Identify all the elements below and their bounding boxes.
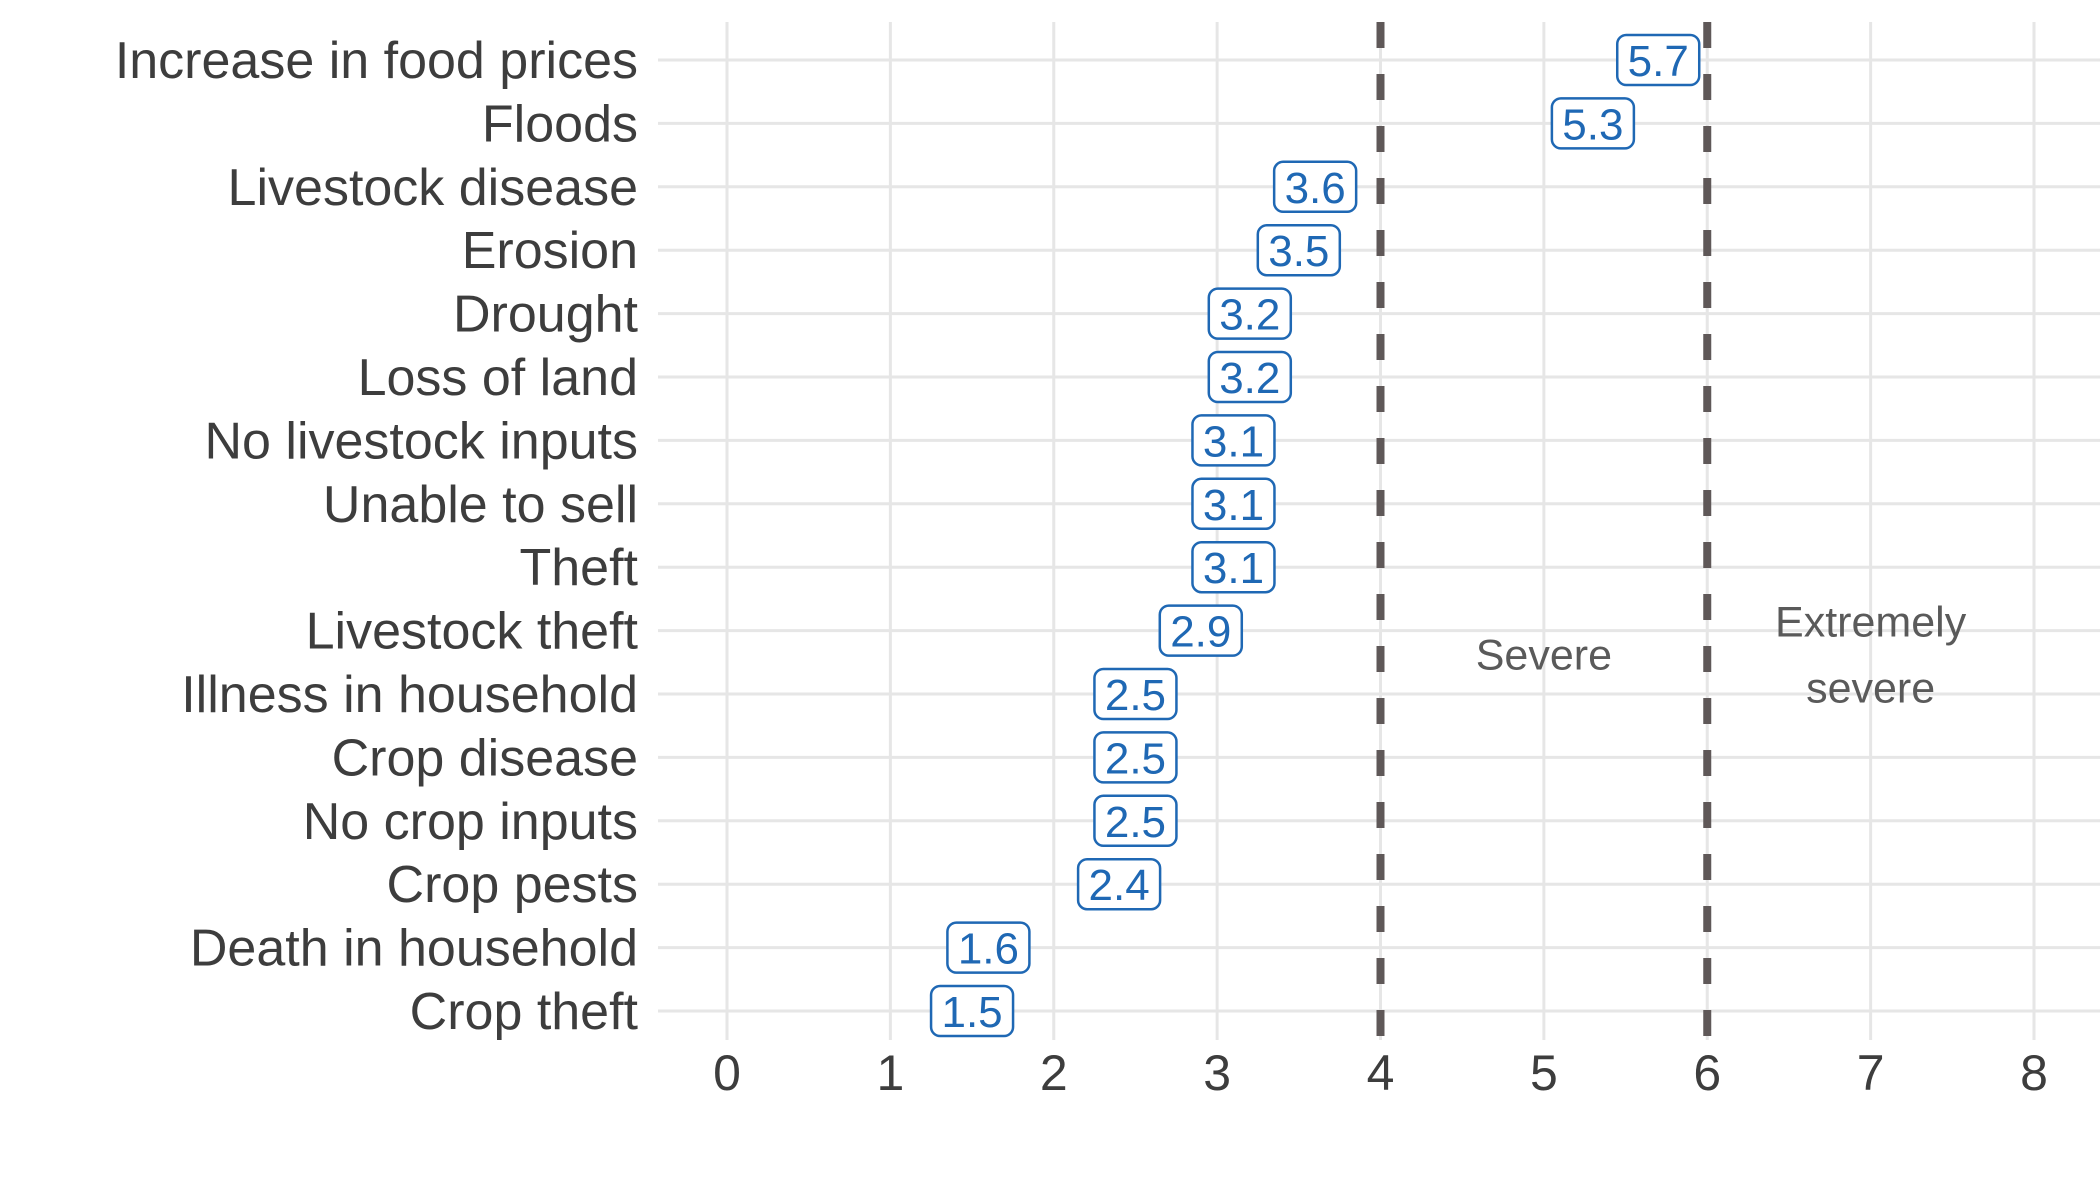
category-label: Crop disease — [332, 729, 638, 787]
data-label: 3.2 — [1219, 291, 1280, 340]
data-point: 2.9 — [1158, 604, 1244, 657]
category-label: No crop inputs — [303, 793, 638, 851]
category-label: Death in household — [190, 920, 638, 978]
x-tick-label: 2 — [1040, 1045, 1068, 1101]
data-point: 3.5 — [1256, 223, 1342, 277]
data-label-box — [1093, 731, 1178, 784]
data-point: 3.2 — [1207, 350, 1293, 404]
vertical-gridlines — [725, 22, 2036, 1040]
data-label: 3.1 — [1203, 481, 1264, 530]
data-label: 3.6 — [1285, 164, 1346, 213]
x-tick-label: 8 — [2020, 1045, 2048, 1101]
data-point: 2.5 — [1093, 731, 1178, 784]
x-tick-label: 7 — [1857, 1045, 1885, 1101]
category-label: Illness in household — [181, 666, 638, 724]
data-label: 5.3 — [1562, 100, 1623, 149]
data-labels: 5.75.33.63.53.23.23.13.13.12.92.52.52.52… — [929, 33, 1701, 1038]
category-label: Unable to sell — [323, 476, 638, 534]
data-label-box — [1207, 287, 1293, 340]
data-label: 3.2 — [1219, 354, 1280, 403]
category-label: Floods — [482, 95, 638, 153]
data-label-box — [1550, 97, 1636, 150]
category-label: Erosion — [462, 222, 638, 280]
data-label-box — [1093, 794, 1178, 848]
zone-annotation: Severe — [1476, 631, 1612, 679]
category-label: No livestock inputs — [204, 412, 638, 470]
data-point: 3.1 — [1191, 477, 1276, 531]
x-tick-label: 3 — [1203, 1045, 1231, 1101]
data-point: 3.1 — [1191, 414, 1276, 467]
data-label-box — [1256, 223, 1342, 277]
data-label: 1.5 — [941, 988, 1002, 1037]
zone-annotation: severe — [1806, 664, 1935, 712]
category-label: Drought — [453, 286, 639, 344]
data-label-box — [1191, 540, 1276, 594]
data-label: 2.5 — [1105, 671, 1166, 720]
data-point: 1.6 — [946, 921, 1031, 974]
data-label-box — [1191, 414, 1276, 467]
data-label-box — [1076, 857, 1162, 911]
data-point: 2.5 — [1093, 794, 1178, 848]
reference-lines — [1376, 22, 1712, 1040]
category-label: Loss of land — [358, 349, 638, 407]
data-point: 3.1 — [1191, 540, 1276, 594]
x-tick-label: 5 — [1530, 1045, 1558, 1101]
data-label: 2.5 — [1105, 734, 1166, 783]
data-label-box — [1093, 667, 1178, 721]
x-tick-label: 4 — [1367, 1045, 1395, 1101]
category-label: Crop pests — [387, 856, 638, 914]
data-label-box — [929, 984, 1015, 1038]
x-tick-label: 6 — [1693, 1045, 1721, 1101]
data-label: 1.6 — [958, 925, 1019, 974]
data-label-box — [1615, 33, 1701, 87]
data-label: 3.1 — [1203, 417, 1264, 466]
zone-annotations: Severe Extremely severe — [1476, 598, 1967, 712]
data-label: 2.4 — [1089, 861, 1150, 910]
category-label: Livestock disease — [228, 159, 638, 217]
zone-annotation: Extremely — [1775, 598, 1967, 646]
data-label-box — [1158, 604, 1244, 657]
category-label: Theft — [520, 539, 639, 597]
data-label: 2.9 — [1170, 608, 1231, 657]
category-label: Increase in food prices — [115, 32, 638, 90]
data-label-box — [1191, 477, 1276, 531]
x-axis-ticks: 0 1 2 3 4 5 6 7 8 — [713, 1045, 2048, 1101]
data-point: 1.5 — [929, 984, 1015, 1038]
data-label: 5.7 — [1628, 37, 1689, 86]
data-label: 3.1 — [1203, 544, 1264, 593]
category-label: Crop theft — [410, 983, 639, 1041]
data-point: 2.4 — [1076, 857, 1162, 911]
data-point: 2.5 — [1093, 667, 1178, 721]
data-label: 2.5 — [1105, 798, 1166, 847]
category-label: Livestock theft — [306, 603, 639, 661]
x-tick-label: 1 — [876, 1045, 904, 1101]
data-point: 5.7 — [1615, 33, 1701, 87]
data-label-box — [1207, 350, 1293, 404]
x-tick-label: 0 — [713, 1045, 741, 1101]
data-label-box — [946, 921, 1031, 974]
data-point: 5.3 — [1550, 97, 1636, 150]
data-point: 3.2 — [1207, 287, 1293, 340]
data-label: 3.5 — [1268, 227, 1329, 276]
data-point: 3.6 — [1272, 160, 1358, 214]
data-label-box — [1272, 160, 1358, 214]
